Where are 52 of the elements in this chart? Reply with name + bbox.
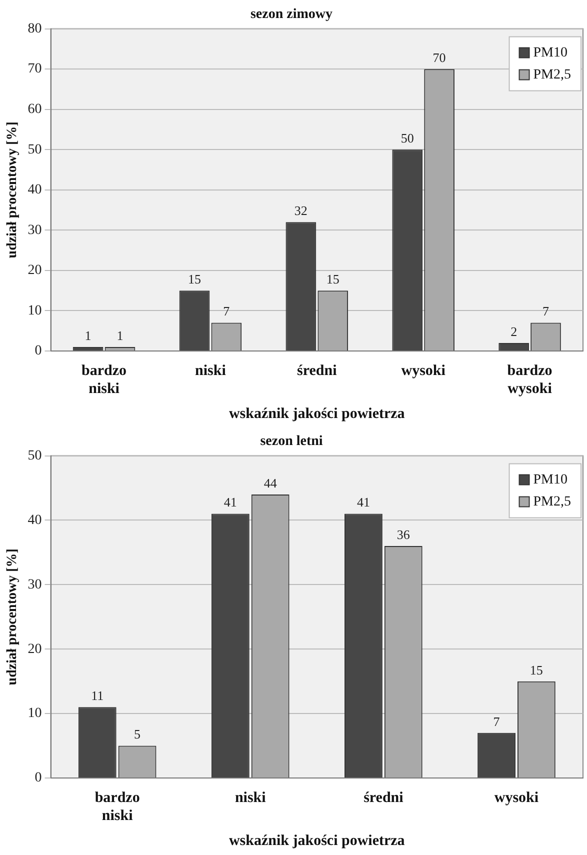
y-axis-title: udział procentowy [%] bbox=[5, 548, 20, 686]
data-label: 50 bbox=[400, 130, 414, 146]
data-label: 1 bbox=[116, 328, 124, 343]
x-tick-label: bardzo niski bbox=[94, 790, 140, 824]
x-tick-label: średni bbox=[297, 362, 337, 379]
y-tick-label: 0 bbox=[34, 770, 42, 786]
y-tick-label: 60 bbox=[28, 102, 42, 118]
y-axis-title: udział procentowy [%] bbox=[5, 122, 20, 258]
data-label: 7 bbox=[542, 304, 550, 319]
data-label: 15 bbox=[188, 272, 201, 287]
data-label: 41 bbox=[224, 494, 237, 510]
y-tick-label: 20 bbox=[28, 642, 42, 657]
chart-title: sezon zimowy bbox=[250, 7, 333, 22]
y-tick-label: 50 bbox=[28, 142, 42, 158]
legend-label: PM10 bbox=[533, 472, 568, 488]
x-tick-label: wysoki bbox=[401, 362, 446, 379]
data-label: 2 bbox=[510, 324, 518, 339]
x-axis-title: wskaźnik jakości powietrza bbox=[228, 832, 406, 849]
y-tick-label: 30 bbox=[28, 577, 42, 592]
data-label: 70 bbox=[432, 50, 446, 65]
data-label: 11 bbox=[91, 688, 104, 704]
data-label: 41 bbox=[356, 494, 370, 510]
y-tick-label: 10 bbox=[28, 706, 42, 722]
data-label: 7 bbox=[223, 304, 230, 319]
y-tick-label: 40 bbox=[28, 512, 42, 528]
y-tick-label: 70 bbox=[28, 62, 42, 77]
data-label: 7 bbox=[493, 714, 500, 729]
x-tick-label: średni bbox=[364, 790, 404, 806]
y-tick-label: 50 bbox=[28, 448, 42, 464]
legend-label: PM2,5 bbox=[533, 67, 571, 82]
y-tick-label: 10 bbox=[28, 303, 42, 318]
x-tick-label: bardzo wysoki bbox=[507, 362, 552, 397]
data-label: 15 bbox=[326, 272, 340, 287]
x-tick-label: niski bbox=[234, 790, 266, 806]
y-tick-label: 40 bbox=[28, 182, 42, 198]
legend-label: PM10 bbox=[533, 45, 568, 60]
x-tick-label: niski bbox=[195, 362, 226, 379]
chart-title: sezon letni bbox=[260, 434, 323, 450]
data-label: 5 bbox=[134, 726, 141, 742]
x-tick-label: wysoki bbox=[494, 790, 539, 806]
y-tick-label: 80 bbox=[28, 21, 42, 36]
y-tick-label: 20 bbox=[28, 263, 42, 278]
legend-label: PM2,5 bbox=[533, 494, 571, 510]
y-tick-label: 0 bbox=[34, 344, 42, 359]
data-label: 44 bbox=[264, 475, 278, 490]
data-label: 1 bbox=[84, 328, 92, 343]
data-label: 15 bbox=[530, 662, 543, 678]
data-label: 32 bbox=[294, 203, 308, 218]
x-tick-label: bardzo niski bbox=[82, 362, 127, 397]
x-axis-title: wskaźnik jakości powietrza bbox=[228, 406, 406, 422]
y-tick-label: 30 bbox=[28, 222, 42, 238]
data-label: 36 bbox=[396, 526, 410, 542]
